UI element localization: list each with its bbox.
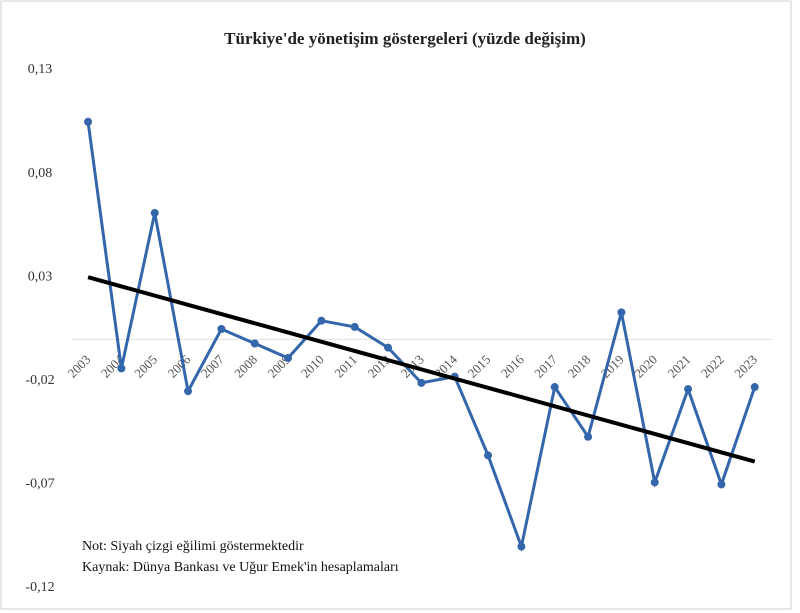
data-point xyxy=(617,308,626,317)
data-point xyxy=(350,322,359,331)
annotation: Not: Siyah çizgi eğilimi göstermektedir xyxy=(82,539,304,554)
y-tick-label: 0,08 xyxy=(28,166,53,181)
y-tick-label: -0,02 xyxy=(25,373,54,388)
data-point xyxy=(717,480,726,489)
trend-line xyxy=(87,275,756,464)
data-point xyxy=(417,378,426,387)
y-tick-label: 0,13 xyxy=(28,62,53,77)
data-point xyxy=(650,478,659,487)
y-tick-label: -0,07 xyxy=(25,477,54,492)
data-point xyxy=(284,354,293,363)
data-point xyxy=(517,542,526,551)
data-point xyxy=(317,316,326,325)
data-point xyxy=(750,383,759,392)
data-point xyxy=(150,208,159,217)
data-point xyxy=(250,339,259,348)
y-tick-label: -0,12 xyxy=(25,580,54,595)
data-point xyxy=(550,383,559,392)
annotation: Kaynak: Dünya Bankası ve Uğur Emek'in he… xyxy=(82,560,399,575)
data-point xyxy=(184,387,193,396)
data-point xyxy=(384,343,393,352)
chart-title: Türkiye'de yönetişim göstergeleri (yüzde… xyxy=(224,29,586,48)
data-point xyxy=(684,385,693,394)
y-tick-label: 0,03 xyxy=(28,269,53,284)
data-point xyxy=(484,451,493,460)
data-point xyxy=(584,432,593,441)
data-point xyxy=(84,117,93,126)
data-point xyxy=(217,325,226,333)
data-point xyxy=(117,364,126,373)
